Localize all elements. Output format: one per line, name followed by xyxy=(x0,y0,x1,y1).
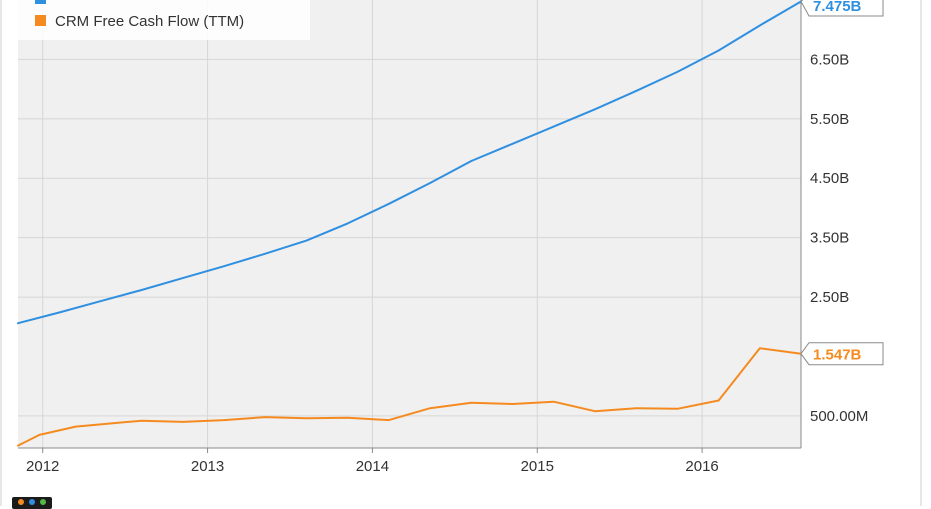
legend-background xyxy=(18,0,310,40)
series-layer xyxy=(17,0,802,447)
series-line-free-cash-flow xyxy=(17,347,802,447)
x-tick-label: 2015 xyxy=(521,458,554,475)
x-tick-label: 2013 xyxy=(191,458,224,475)
legend: CRM Free Cash Flow (TTM) xyxy=(18,0,310,40)
grid xyxy=(18,0,801,448)
y-tick-label: 2.50B xyxy=(810,289,849,306)
series-line-revenue xyxy=(17,0,802,325)
x-tick-label: 2012 xyxy=(26,458,59,475)
y-tick-label: 500.00M xyxy=(810,408,868,425)
value-callouts: 7.475B 1.547B xyxy=(800,0,884,366)
callout-value-revenue: 7.475B xyxy=(813,0,862,15)
legend-label-free-cash-flow: CRM Free Cash Flow (TTM) xyxy=(55,13,244,30)
callout-revenue: 7.475B xyxy=(800,0,884,17)
y-tick-label: 5.50B xyxy=(810,111,849,128)
plot-area xyxy=(18,0,801,448)
x-tick-label: 2016 xyxy=(685,458,718,475)
callout-free-cash-flow: 1.547B xyxy=(800,342,884,366)
callout-box xyxy=(800,0,884,17)
legend-swatch-revenue xyxy=(35,0,46,4)
callout-value-free-cash-flow: 1.547B xyxy=(813,347,862,364)
legend-swatch-free-cash-flow xyxy=(35,15,46,26)
y-tick-label: 3.50B xyxy=(810,230,849,247)
y-tick-label: 4.50B xyxy=(810,170,849,187)
x-tick-label: 2014 xyxy=(356,458,389,475)
callout-box xyxy=(800,342,884,366)
ycharts-logo-icon xyxy=(12,497,52,509)
y-tick-label: 6.50B xyxy=(810,51,849,68)
